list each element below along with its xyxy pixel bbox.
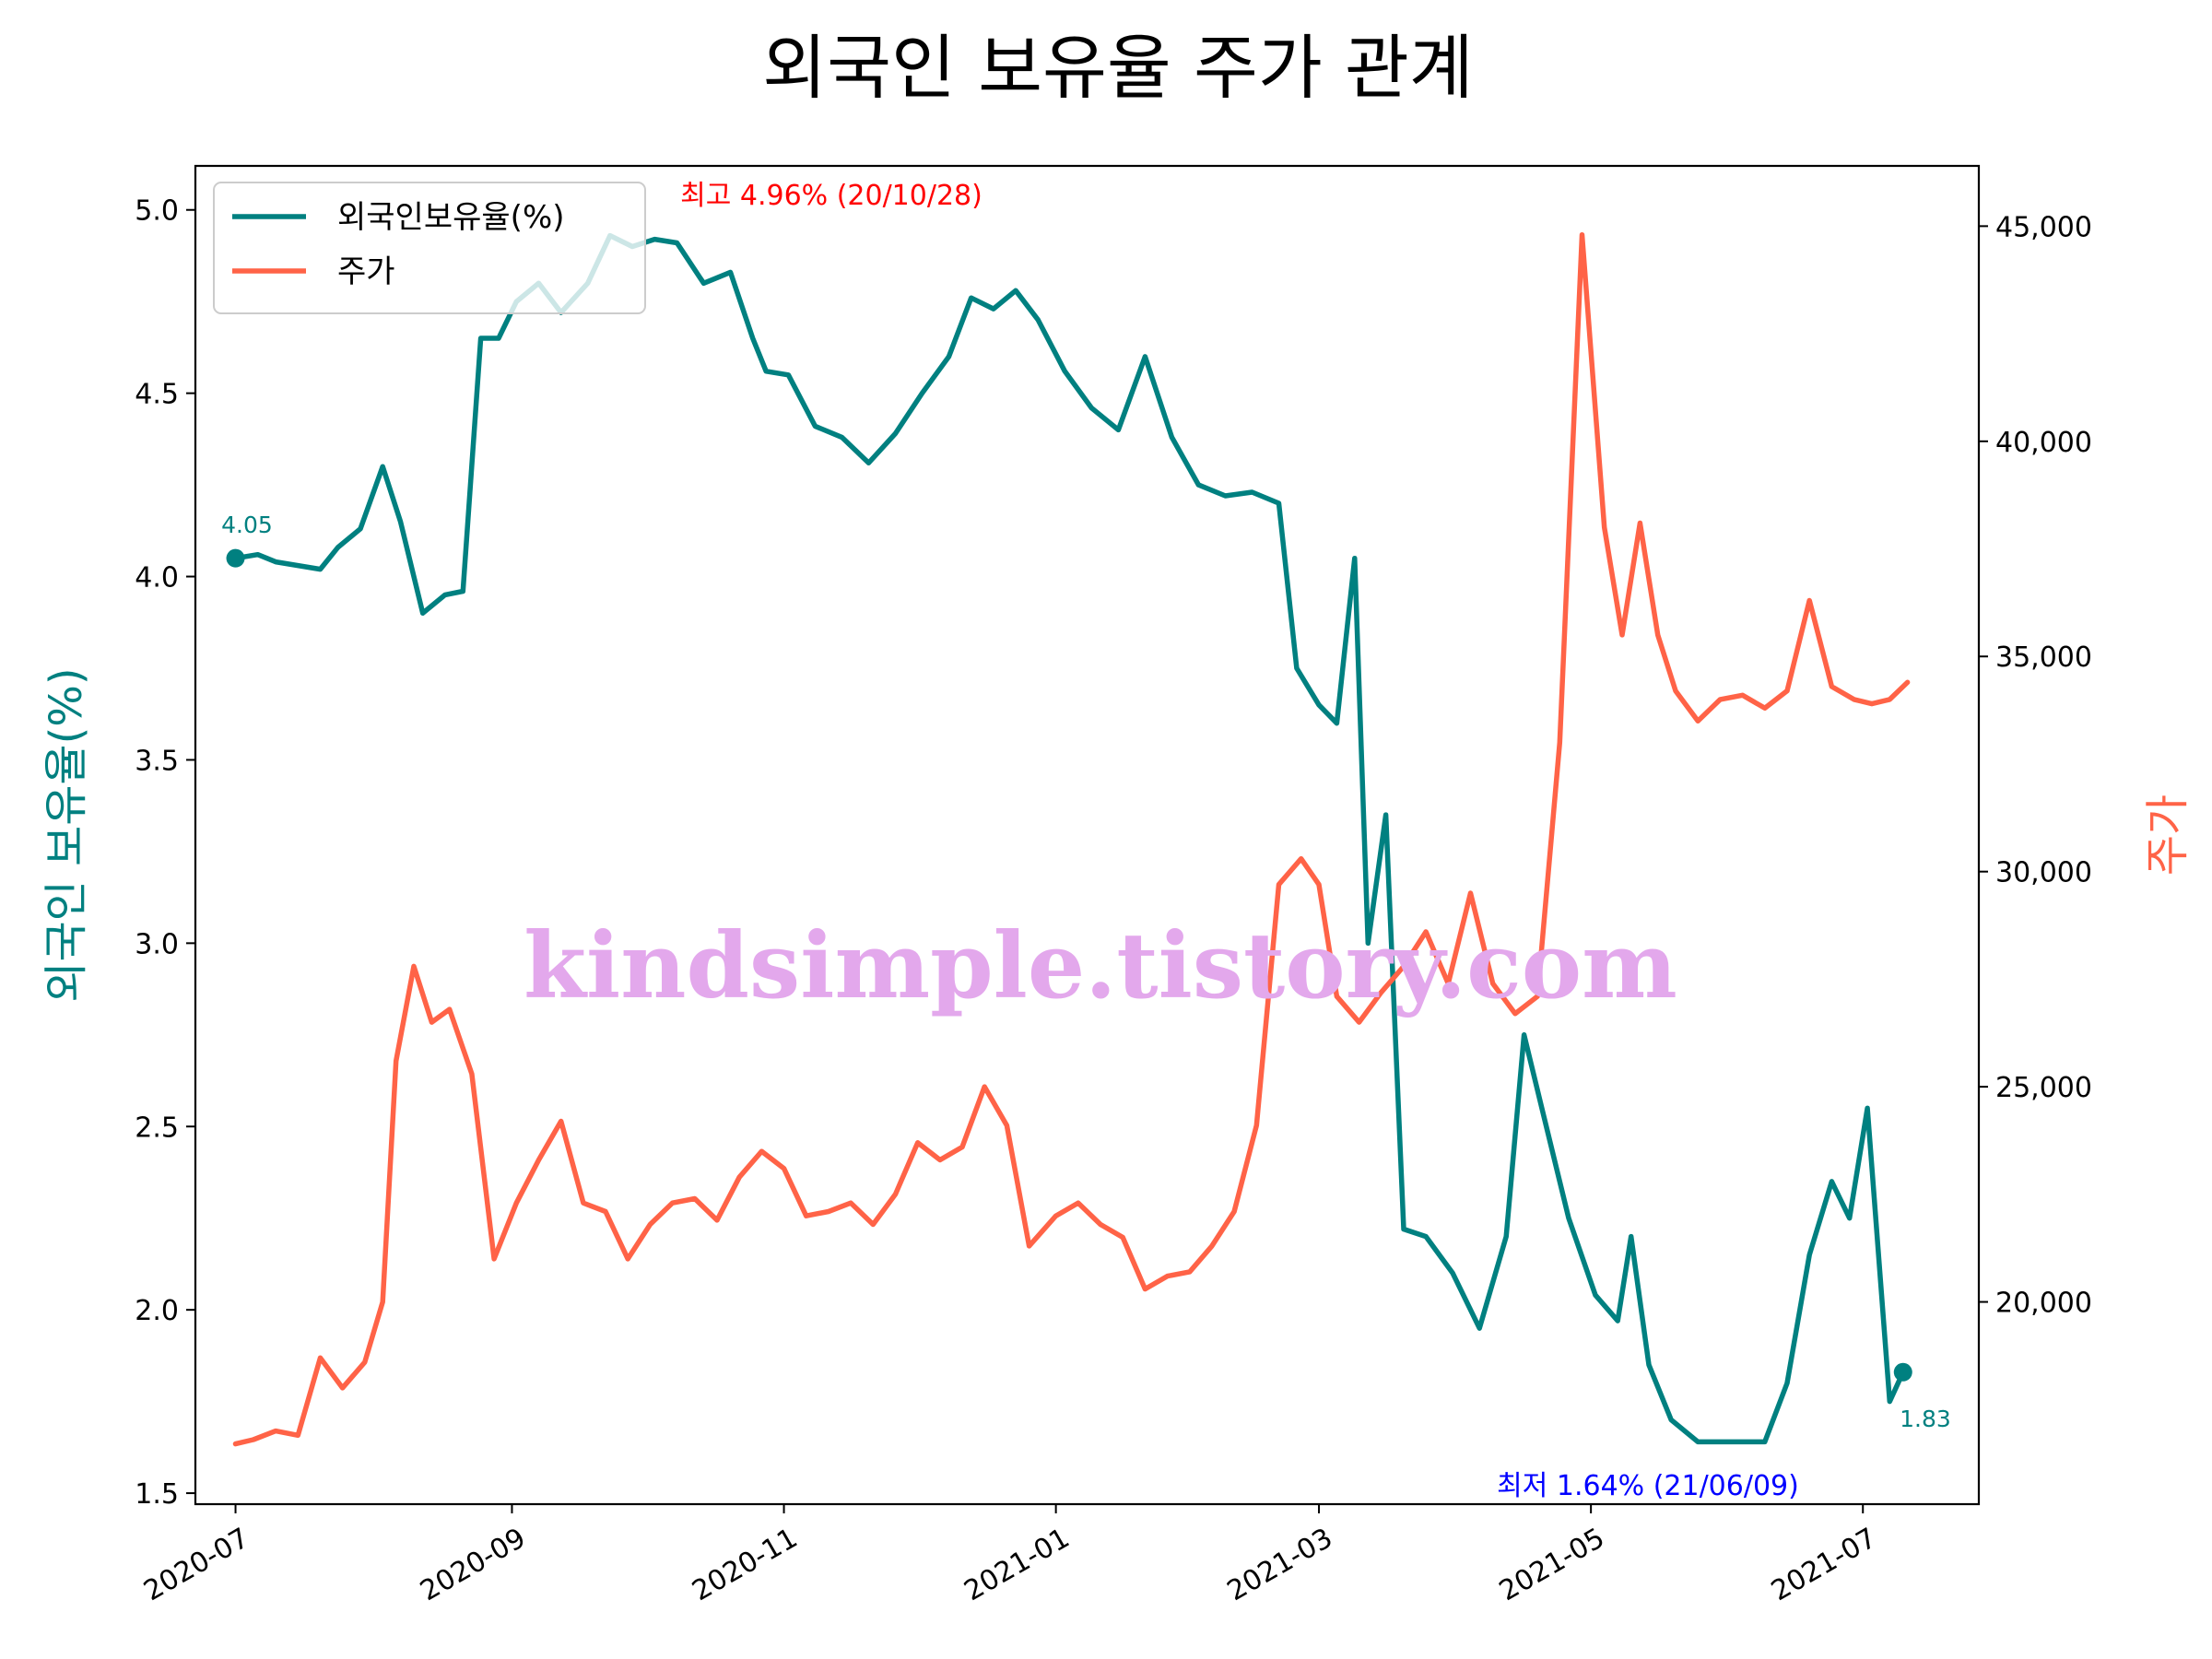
x-tick-label: 2020-09 — [415, 1522, 531, 1607]
x-tick-label: 2021-07 — [1766, 1522, 1882, 1607]
series-line-foreign-ratio — [232, 232, 1906, 1445]
y-left-tick-label: 3.5 — [135, 745, 179, 777]
y-left-tick-label: 4.5 — [135, 379, 179, 411]
legend-label-price: 주가 — [337, 253, 395, 290]
max-annotation: 최고 4.96% (20/10/28) — [680, 180, 982, 212]
y-left-tick-label: 4.0 — [135, 562, 179, 594]
x-tick-label: 2020-07 — [138, 1522, 254, 1607]
legend: 외국인보유율(%) 주가 — [213, 182, 646, 314]
series-lines — [226, 231, 1912, 1447]
y-axis-left-label: 외국인 보유율(%) — [41, 667, 92, 1002]
x-tick-label: 2021-01 — [959, 1522, 1075, 1607]
y-left-tick-label: 5.0 — [135, 195, 179, 228]
y-right-tick-label: 45,000 — [1995, 211, 2092, 243]
y-left-tick-label: 3.0 — [135, 928, 179, 960]
start-point-marker — [226, 548, 245, 568]
y-left-tick-label: 2.5 — [135, 1112, 179, 1144]
y-axis-right-label: 주가 — [2142, 794, 2194, 876]
annotations: 최고 4.96% (20/10/28) 최저 1.64% (21/06/09) … — [221, 180, 1951, 1502]
y-right-tick-label: 30,000 — [1995, 857, 2092, 889]
y-right-tick-label: 25,000 — [1995, 1072, 2092, 1104]
y-left-tick-label: 1.5 — [135, 1478, 179, 1511]
chart-title: 외국인 보유율 주가 관계 — [762, 27, 1474, 109]
y-right-tick-label: 35,000 — [1995, 641, 2092, 674]
legend-box — [213, 182, 646, 314]
y-right-tick-label: 20,000 — [1995, 1288, 2092, 1320]
x-tick-label: 2021-05 — [1494, 1522, 1610, 1607]
plot-border — [194, 164, 1981, 1506]
x-tick-label: 2020-11 — [687, 1522, 803, 1607]
y-right-tick-label: 40,000 — [1995, 427, 2092, 459]
start-value-label: 4.05 — [221, 512, 273, 538]
min-annotation: 최저 1.64% (21/06/09) — [1497, 1470, 1799, 1502]
watermark-text: kindsimple.tistory.com — [524, 913, 1677, 1019]
end-point-marker — [1893, 1362, 1912, 1382]
legend-label-foreign-ratio: 외국인보유율(%) — [337, 199, 565, 236]
plot-area — [194, 164, 1981, 1506]
series-line-price — [232, 231, 1911, 1447]
y-left-tick-label: 2.0 — [135, 1295, 179, 1327]
end-value-label: 1.83 — [1900, 1406, 1951, 1432]
x-tick-label: 2021-03 — [1222, 1522, 1338, 1607]
